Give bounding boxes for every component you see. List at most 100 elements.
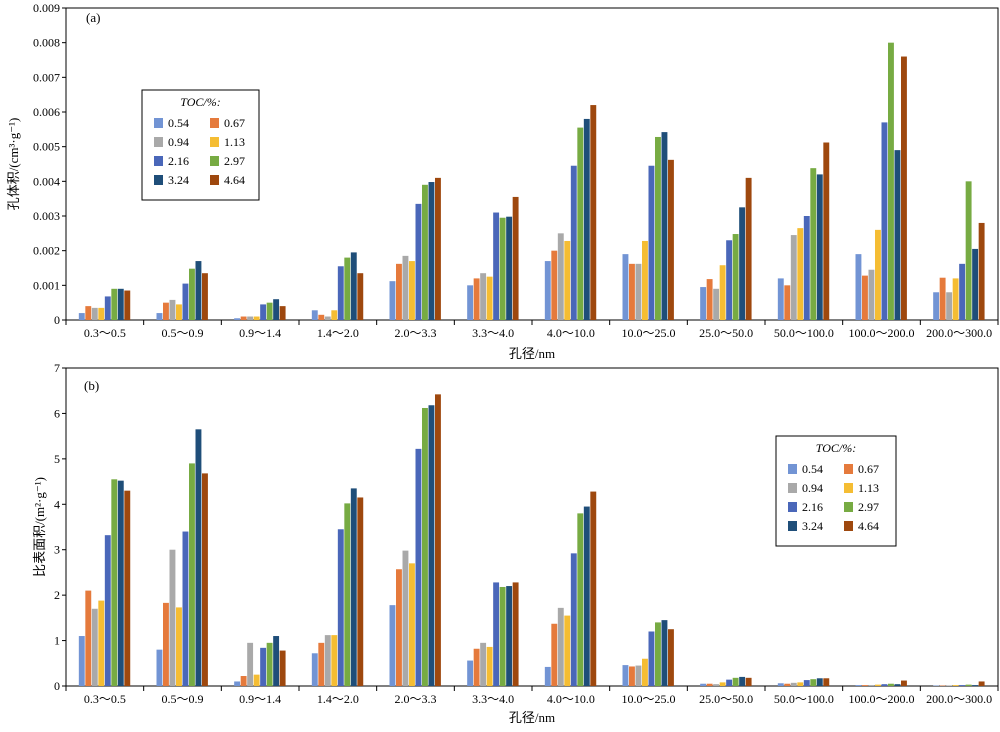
bar-1.13 bbox=[875, 230, 881, 320]
bar-2.16 bbox=[882, 122, 888, 320]
bar-0.94 bbox=[713, 289, 719, 320]
bar-1.13 bbox=[254, 317, 260, 320]
bar-0.54 bbox=[234, 318, 240, 320]
bar-0.67 bbox=[474, 649, 480, 686]
bar-0.54 bbox=[467, 661, 473, 686]
x-tick-label: 0.3～0.5 bbox=[84, 326, 126, 340]
legend-entry: 0.94 bbox=[802, 481, 823, 495]
bar-0.54 bbox=[234, 681, 240, 686]
bar-4.64 bbox=[280, 651, 286, 686]
bar-2.16 bbox=[959, 685, 965, 686]
bar-0.67 bbox=[474, 278, 480, 320]
x-axis-label: 孔径/nm bbox=[509, 346, 555, 361]
x-tick-label: 25.0～50.0 bbox=[699, 326, 753, 340]
bar-1.13 bbox=[564, 241, 570, 320]
bar-0.54 bbox=[157, 313, 163, 320]
bar-2.97 bbox=[267, 303, 273, 320]
legend-swatch bbox=[154, 175, 163, 185]
bar-2.97 bbox=[111, 289, 117, 320]
bar-2.16 bbox=[183, 284, 189, 320]
bar-2.16 bbox=[338, 529, 344, 686]
bar-4.64 bbox=[979, 681, 985, 686]
y-tick-label: 0.005 bbox=[33, 140, 60, 154]
bar-0.94 bbox=[713, 684, 719, 686]
bar-4.64 bbox=[357, 497, 363, 686]
bar-1.13 bbox=[797, 228, 803, 320]
bar-0.94 bbox=[946, 292, 952, 320]
bar-3.24 bbox=[739, 677, 745, 686]
bar-2.97 bbox=[111, 479, 117, 686]
legend-entry: 3.24 bbox=[168, 173, 189, 187]
bar-0.94 bbox=[636, 666, 642, 686]
bar-2.97 bbox=[422, 408, 428, 686]
bar-3.24 bbox=[196, 429, 202, 686]
bar-0.94 bbox=[791, 235, 797, 320]
bar-0.54 bbox=[856, 254, 862, 320]
y-axis-label: 比表面积/(m²·g⁻¹) bbox=[32, 477, 47, 577]
bar-0.94 bbox=[636, 264, 642, 320]
bar-3.24 bbox=[196, 261, 202, 320]
bar-2.97 bbox=[810, 679, 816, 686]
bar-0.94 bbox=[92, 609, 98, 686]
bar-2.97 bbox=[888, 43, 894, 320]
x-tick-label: 3.3～4.0 bbox=[472, 692, 514, 706]
x-tick-label: 1.4～2.0 bbox=[317, 326, 359, 340]
bar-2.97 bbox=[966, 181, 972, 320]
bar-1.13 bbox=[409, 563, 415, 686]
bar-0.67 bbox=[85, 591, 91, 686]
bar-1.13 bbox=[564, 616, 570, 686]
legend-swatch bbox=[788, 502, 797, 512]
bar-4.64 bbox=[513, 582, 519, 686]
bar-2.97 bbox=[267, 643, 273, 686]
y-tick-label: 0 bbox=[54, 679, 60, 693]
legend-entry: 0.54 bbox=[168, 116, 189, 130]
bar-0.67 bbox=[551, 624, 557, 686]
bar-3.24 bbox=[584, 119, 590, 320]
bar-0.67 bbox=[707, 684, 713, 686]
y-tick-label: 0.002 bbox=[33, 244, 60, 258]
legend-entry: 1.13 bbox=[224, 135, 245, 149]
bar-4.64 bbox=[590, 105, 596, 320]
bar-0.54 bbox=[390, 281, 396, 320]
y-tick-label: 2 bbox=[54, 588, 60, 602]
bar-3.24 bbox=[739, 207, 745, 320]
bar-0.54 bbox=[933, 292, 939, 320]
legend-swatch bbox=[844, 502, 853, 512]
bar-0.94 bbox=[791, 683, 797, 686]
bar-0.94 bbox=[480, 273, 486, 320]
bar-2.16 bbox=[260, 648, 266, 686]
bar-3.24 bbox=[584, 507, 590, 686]
x-tick-label: 4.0～10.0 bbox=[547, 692, 595, 706]
bar-2.97 bbox=[577, 128, 583, 320]
x-tick-label: 10.0～25.0 bbox=[621, 692, 675, 706]
bar-0.67 bbox=[862, 685, 868, 686]
bar-0.94 bbox=[247, 643, 253, 686]
x-tick-label: 2.0～3.3 bbox=[394, 692, 436, 706]
bar-2.16 bbox=[571, 553, 577, 686]
y-tick-label: 0.007 bbox=[33, 70, 60, 84]
bar-2.16 bbox=[183, 532, 189, 686]
bar-0.67 bbox=[784, 285, 790, 320]
panel-label: (a) bbox=[86, 10, 100, 25]
bar-1.13 bbox=[487, 647, 493, 686]
bar-0.54 bbox=[545, 667, 551, 686]
bar-0.94 bbox=[92, 308, 98, 320]
legend-swatch bbox=[210, 175, 219, 185]
legend-swatch bbox=[788, 483, 797, 493]
bar-2.16 bbox=[105, 296, 111, 320]
bar-2.16 bbox=[959, 264, 965, 320]
legend-swatch bbox=[154, 156, 163, 166]
bar-4.64 bbox=[124, 291, 130, 320]
bar-2.97 bbox=[189, 463, 195, 686]
bar-1.13 bbox=[953, 685, 959, 686]
y-tick-label: 3 bbox=[54, 543, 60, 557]
bar-1.13 bbox=[642, 241, 648, 320]
bar-0.54 bbox=[856, 685, 862, 686]
bar-0.94 bbox=[869, 270, 875, 320]
legend-entry: 2.16 bbox=[168, 154, 189, 168]
bar-0.94 bbox=[558, 608, 564, 686]
bar-0.67 bbox=[862, 276, 868, 320]
bar-2.16 bbox=[416, 204, 422, 320]
y-tick-label: 0.008 bbox=[33, 36, 60, 50]
legend-swatch bbox=[210, 156, 219, 166]
